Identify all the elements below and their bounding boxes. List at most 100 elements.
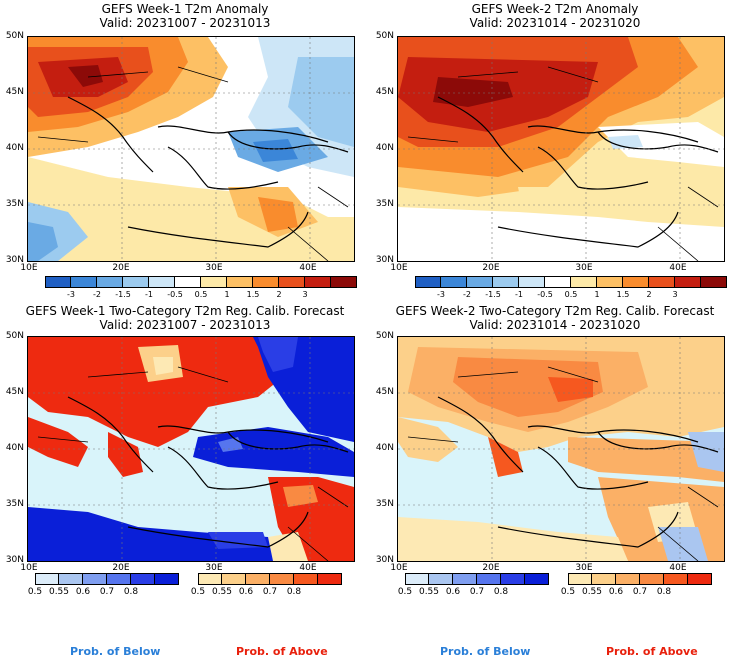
above-colorbar-swatch <box>318 574 342 584</box>
below-colorbar-label: 0.5 <box>27 587 43 597</box>
probability-map-week1 <box>27 336 355 562</box>
anomaly-colorbar-swatch <box>467 277 493 287</box>
prob-of-above-label: Prob. of Above <box>236 645 328 658</box>
above-colorbar-label: 0.5 <box>560 587 576 597</box>
panel-valid-dates: Valid: 20231007 - 20231013 <box>99 16 271 30</box>
anomaly-colorbar-label: 1 <box>594 290 600 299</box>
anomaly-colorbar-swatch <box>253 277 279 287</box>
anomaly-colorbar-swatch <box>149 277 175 287</box>
above-colorbar-label: 0.7 <box>262 587 278 597</box>
above-colorbar-swatch <box>270 574 294 584</box>
anomaly-colorbar-swatch <box>441 277 467 287</box>
below-colorbar-swatch <box>405 574 429 584</box>
below-colorbar-label: 0.8 <box>493 587 509 597</box>
below-colorbar-label: 0.7 <box>99 587 115 597</box>
lat-label: 50N <box>375 31 394 41</box>
prob-of-below-label: Prob. of Below <box>70 645 161 658</box>
lat-label: 50N <box>375 331 394 341</box>
anomaly-colorbar-label: 0.5 <box>194 290 208 299</box>
below-probability-labels: 0.5 0.55 0.6 0.7 0.8 <box>398 587 549 597</box>
below-colorbar-swatch <box>429 574 453 584</box>
anomaly-colorbar-swatch <box>201 277 227 287</box>
lon-label: 30E <box>575 263 593 273</box>
panel-valid-dates: Valid: 20231014 - 20231020 <box>469 318 641 332</box>
panel-title: GEFS Week-2 T2m Anomaly <box>471 2 639 16</box>
lat-label: 50N <box>5 31 24 41</box>
lon-label: 40E <box>669 563 687 573</box>
anomaly-colorbar-swatch <box>701 277 727 287</box>
anomaly-colorbar-swatch <box>97 277 123 287</box>
below-colorbar-label: 0.6 <box>75 587 91 597</box>
anomaly-colorbar-label: -0.5 <box>537 290 553 299</box>
anomaly-colorbar-swatch <box>123 277 149 287</box>
above-probability-labels: 0.5 0.55 0.6 0.7 0.8 <box>561 587 712 597</box>
lat-label: 45N <box>5 387 24 397</box>
above-colorbar-label: 0.55 <box>211 587 233 597</box>
below-colorbar-label: 0.7 <box>469 587 485 597</box>
anomaly-colorbar-swatch <box>519 277 545 287</box>
lat-label: 35N <box>5 199 24 209</box>
lat-label: 35N <box>5 499 24 509</box>
lon-label: 20E <box>112 563 130 573</box>
anomaly-colorbar-swatch <box>71 277 97 287</box>
panel-valid-dates: Valid: 20231014 - 20231020 <box>469 16 641 30</box>
anomaly-colorbar-label: 3 <box>302 290 308 299</box>
lat-label: 40N <box>375 143 394 153</box>
anomaly-colorbar-swatch <box>675 277 701 287</box>
below-colorbar-label: 0.6 <box>445 587 461 597</box>
below-probability-colorbar <box>405 573 549 585</box>
panel-title: GEFS Week-2 Two-Category T2m Reg. Calib.… <box>395 304 715 318</box>
below-colorbar-swatch <box>35 574 59 584</box>
lat-label: 35N <box>375 199 394 209</box>
anomaly-colorbar-label: -1 <box>515 290 523 299</box>
lon-label: 20E <box>482 563 500 573</box>
below-colorbar-swatch <box>131 574 155 584</box>
above-colorbar-label: 0.8 <box>286 587 302 597</box>
below-colorbar-label: 0.55 <box>48 587 70 597</box>
above-probability-colorbar <box>568 573 712 585</box>
lon-label: 40E <box>299 563 317 573</box>
below-colorbar-swatch <box>107 574 131 584</box>
anomaly-colorbar-label: -0.5 <box>167 290 183 299</box>
above-colorbar-swatch <box>246 574 270 584</box>
lon-label: 30E <box>575 563 593 573</box>
anomaly-colorbar-swatch <box>175 277 201 287</box>
lon-label: 10E <box>20 563 38 573</box>
above-colorbar-swatch <box>568 574 592 584</box>
above-probability-colorbar <box>198 573 342 585</box>
anomaly-colorbar-swatch <box>623 277 649 287</box>
above-colorbar-swatch <box>198 574 222 584</box>
lat-label: 30N <box>375 555 394 565</box>
lon-label: 30E <box>205 563 223 573</box>
anomaly-colorbar-label: 3 <box>672 290 678 299</box>
anomaly-colorbar-label: 1.5 <box>246 290 260 299</box>
lat-label: 35N <box>375 499 394 509</box>
lon-label: 10E <box>390 563 408 573</box>
lat-label: 45N <box>5 87 24 97</box>
below-colorbar-swatch <box>501 574 525 584</box>
lon-label: 10E <box>20 263 38 273</box>
above-colorbar-swatch <box>294 574 318 584</box>
anomaly-colorbar-label: -3 <box>437 290 445 299</box>
anomaly-colorbar-label: 1.5 <box>616 290 630 299</box>
anomaly-colorbar-label: 0.5 <box>564 290 578 299</box>
prob-of-below-label: Prob. of Below <box>440 645 531 658</box>
lon-label: 20E <box>112 263 130 273</box>
lon-label: 40E <box>299 263 317 273</box>
above-colorbar-label: 0.6 <box>608 587 624 597</box>
lon-label: 30E <box>205 263 223 273</box>
prob-of-above-label: Prob. of Above <box>606 645 698 658</box>
below-colorbar-swatch <box>83 574 107 584</box>
anomaly-colorbar-swatch <box>227 277 253 287</box>
below-colorbar-swatch <box>477 574 501 584</box>
panel-valid-dates: Valid: 20231007 - 20231013 <box>99 318 271 332</box>
anomaly-colorbar-swatch <box>571 277 597 287</box>
lat-label: 40N <box>375 443 394 453</box>
lat-label: 45N <box>375 387 394 397</box>
anomaly-colorbar-swatch <box>597 277 623 287</box>
below-colorbar-label: 0.8 <box>123 587 139 597</box>
above-colorbar-swatch <box>222 574 246 584</box>
anomaly-colorbar-swatch <box>45 277 71 287</box>
anomaly-map-week2 <box>397 36 725 262</box>
anomaly-colorbar-label: -2 <box>463 290 471 299</box>
